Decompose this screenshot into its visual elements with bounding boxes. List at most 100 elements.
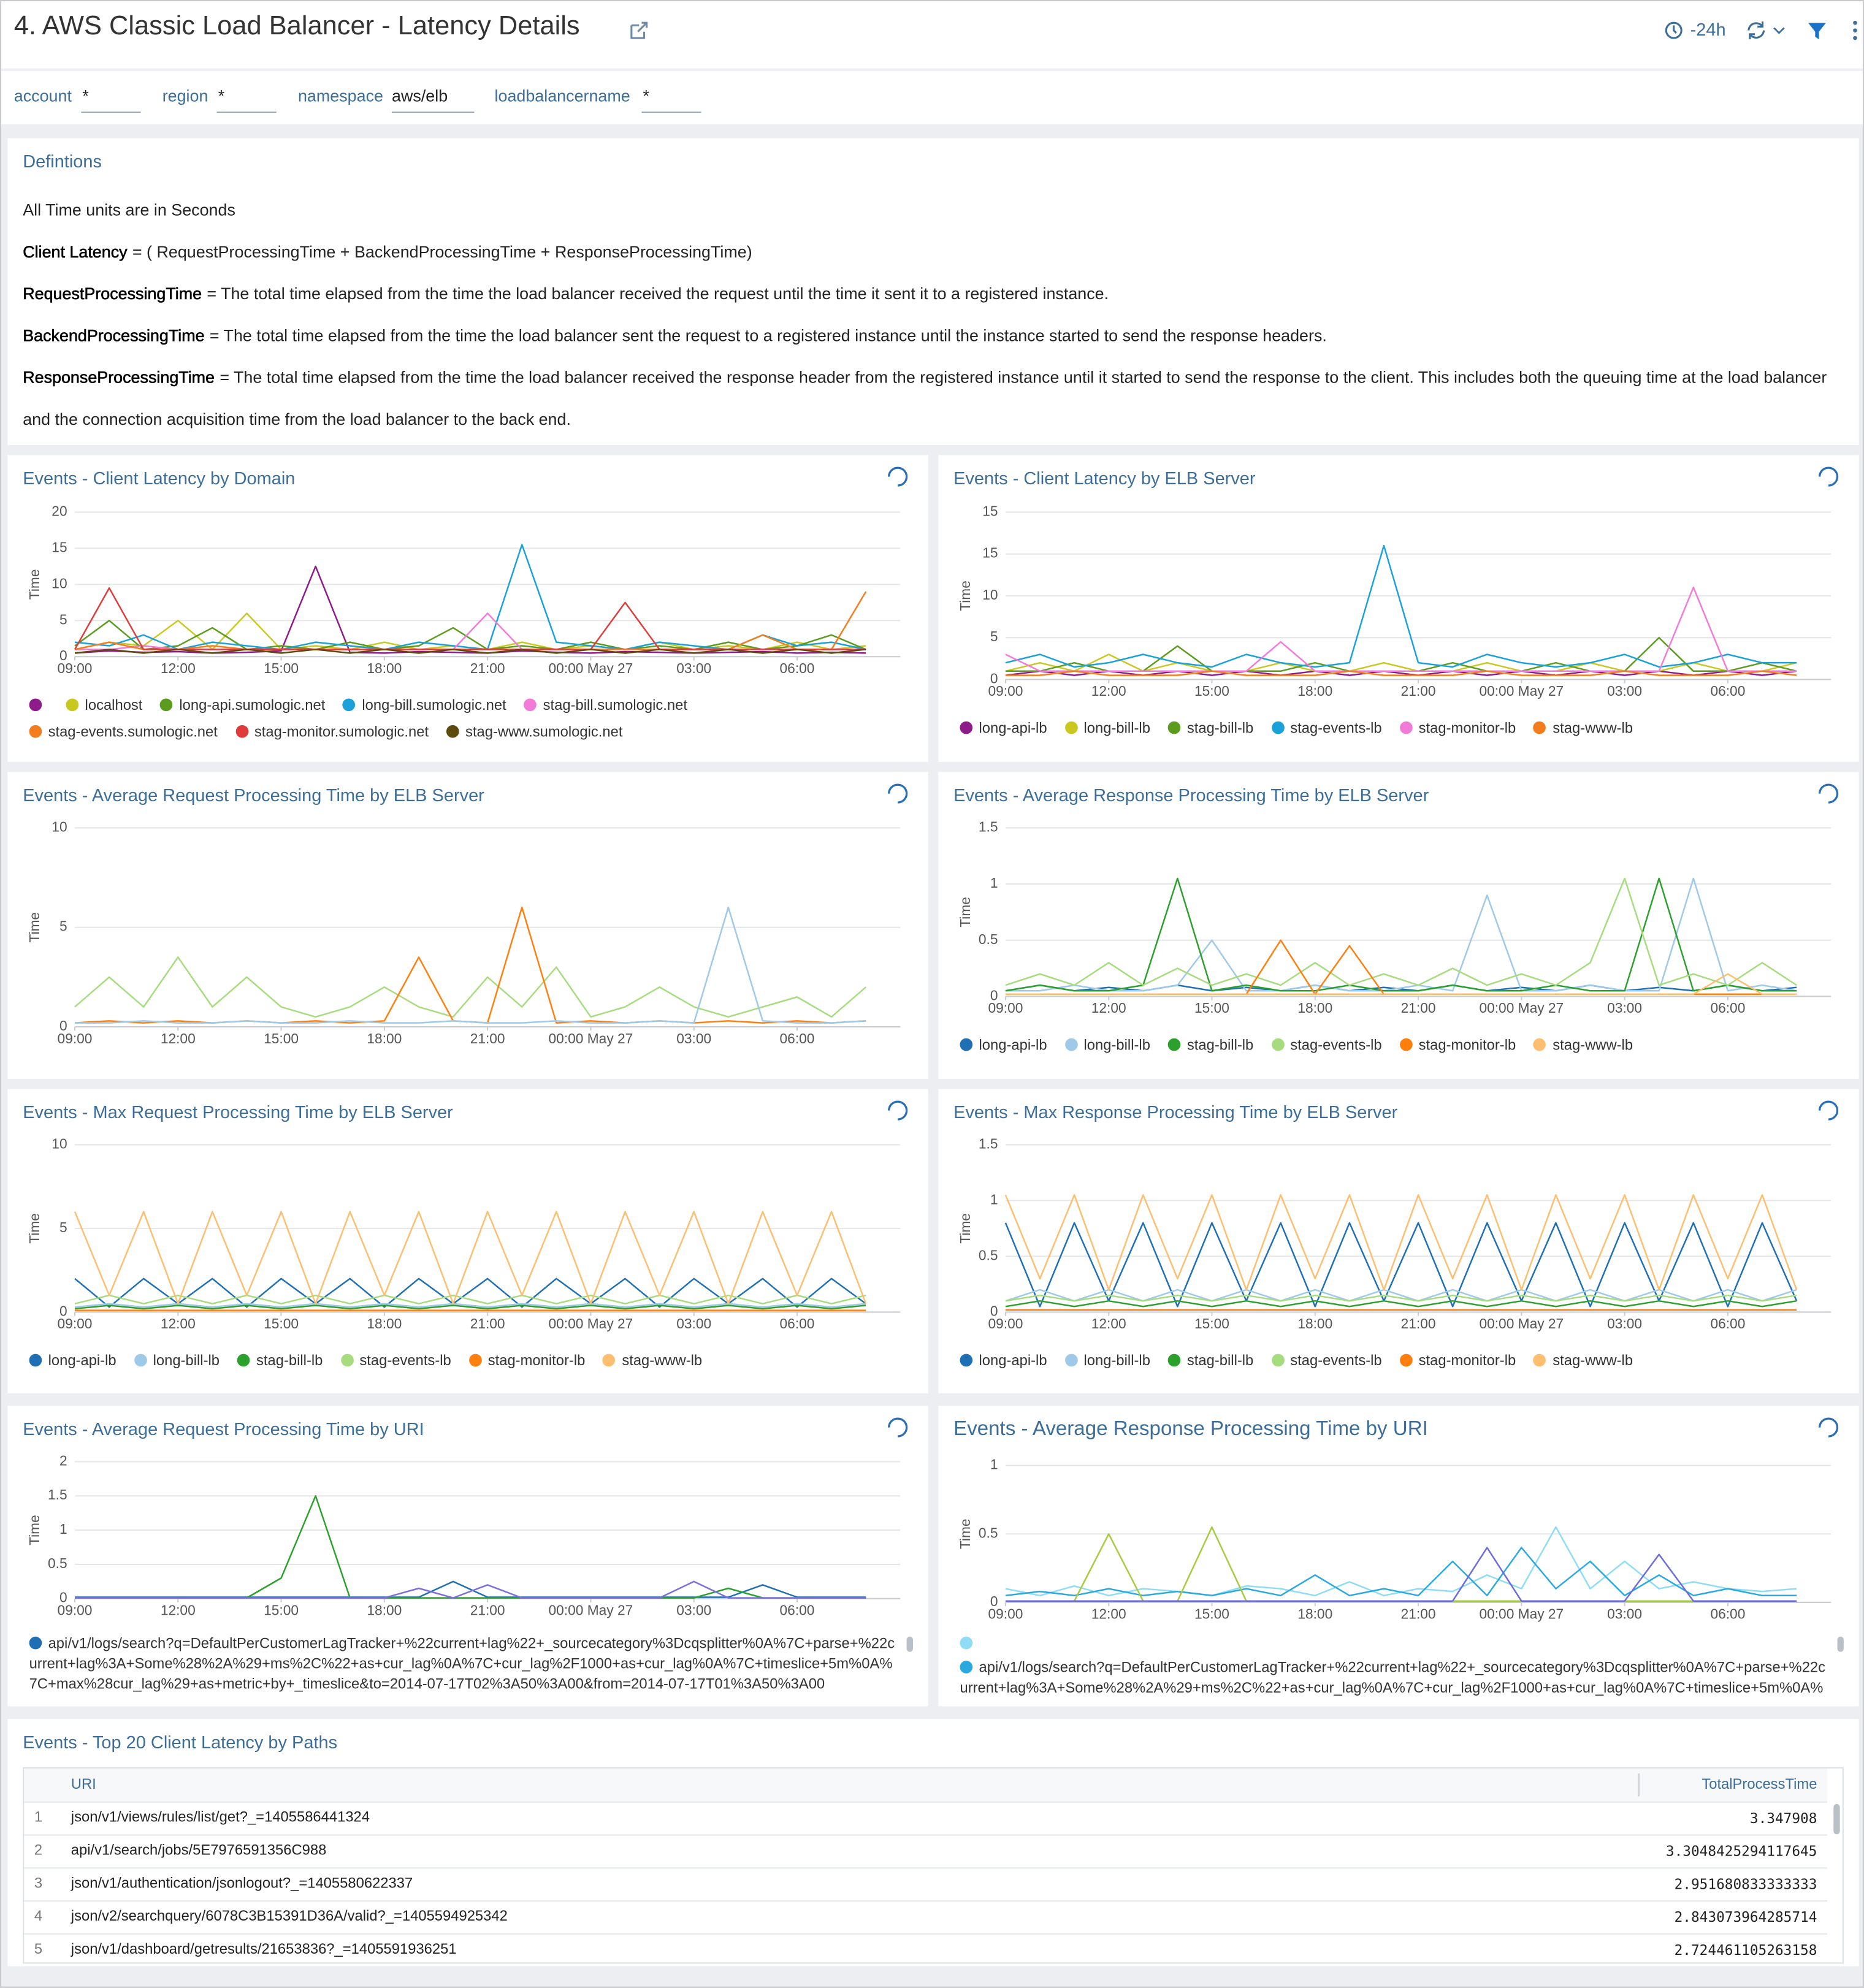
legend-item[interactable]: stag-monitor-lb: [468, 1349, 585, 1375]
legend-item[interactable]: long-api.sumologic.net: [160, 693, 325, 720]
share-icon[interactable]: [628, 19, 651, 42]
legend-label: long-api.sumologic.net: [179, 698, 326, 714]
x-tick-label: 18:00: [367, 1316, 402, 1331]
filter-button[interactable]: [1806, 19, 1828, 42]
legend-item[interactable]: stag-bill-lb: [1167, 716, 1253, 742]
y-tick-label: 1.5: [979, 1135, 998, 1151]
definition-line: All Time units are in Seconds: [23, 189, 1830, 230]
y-tick-label: 2: [59, 1452, 67, 1468]
legend-item[interactable]: stag-bill.sumologic.net: [524, 693, 687, 720]
legend-item[interactable]: long-api-lb: [960, 1349, 1047, 1375]
legend-item[interactable]: localhost: [66, 693, 142, 720]
legend-item[interactable]: api/v1/logs/search?q=DefaultPerCustomerL…: [960, 1658, 1828, 1697]
legend-item[interactable]: stag-bill-lb: [237, 1349, 323, 1375]
series-line: [1005, 1526, 1797, 1602]
x-tick-label: 15:00: [264, 1030, 299, 1046]
x-tick-label: 03:00: [1607, 1606, 1642, 1622]
panel-title: Events - Client Latency by Domain: [23, 468, 296, 489]
legend-label: long-api-lb: [979, 1354, 1047, 1369]
x-tick-label: 03:00: [676, 1030, 711, 1046]
x-tick-label: 06:00: [1710, 683, 1745, 699]
legend-swatch: [29, 1354, 42, 1367]
legend-item[interactable]: long-bill-lb: [134, 1349, 220, 1375]
x-tick-label: 09:00: [58, 1030, 93, 1046]
y-tick-label: 0.5: [48, 1555, 67, 1571]
legend-item[interactable]: [29, 693, 48, 720]
refresh-button[interactable]: [1745, 19, 1788, 42]
legend-item[interactable]: stag-events.sumologic.net: [29, 720, 218, 747]
series-line: [1005, 939, 1797, 996]
legend-item[interactable]: long-bill-lb: [1064, 716, 1150, 742]
legend-item[interactable]: [960, 1634, 1828, 1655]
legend-item[interactable]: stag-events-lb: [340, 1349, 451, 1375]
series-line: [74, 1304, 866, 1310]
panel-title: Events - Average Request Processing Time…: [23, 1419, 424, 1439]
x-tick-label: 12:00: [161, 1316, 196, 1331]
x-tick-label: 09:00: [58, 660, 93, 676]
uri-cell: api/v1/search/jobs/5E7976591356C988: [71, 1843, 327, 1859]
legend-item[interactable]: stag-www-lb: [603, 1349, 702, 1375]
legend-swatch: [1167, 1354, 1181, 1367]
legend-label: stag-www.sumologic.net: [465, 725, 623, 741]
legend-label: stag-events-lb: [1290, 1354, 1382, 1369]
x-tick-label: 12:00: [161, 1602, 196, 1618]
column-header[interactable]: TotalProcessTime: [1702, 1777, 1817, 1793]
legend-item[interactable]: long-api-lb: [960, 716, 1047, 742]
filter-value[interactable]: aws/elb: [392, 86, 475, 113]
x-tick-label: 12:00: [161, 660, 196, 676]
filter-value[interactable]: *: [81, 86, 141, 113]
row-index: 3: [34, 1876, 43, 1892]
uri-cell: json/v1/authentication/jsonlogout?_=1405…: [71, 1876, 413, 1892]
legend-label: long-api-lb: [48, 1354, 116, 1369]
filter-value[interactable]: *: [216, 86, 277, 113]
series-line: [75, 907, 866, 1024]
legend-item[interactable]: stag-events-lb: [1271, 716, 1382, 742]
legend-item[interactable]: long-api-lb: [960, 1033, 1047, 1059]
clock-icon[interactable]: [1663, 20, 1684, 40]
time-range[interactable]: -24h: [1690, 19, 1726, 40]
legend-label: long-api-lb: [979, 1038, 1047, 1054]
legend-item[interactable]: stag-bill-lb: [1167, 1349, 1253, 1375]
series-line: [1005, 877, 1797, 992]
legend-swatch: [160, 698, 174, 712]
x-tick-label: 09:00: [58, 1602, 93, 1618]
legend-item[interactable]: stag-www-lb: [1534, 1349, 1633, 1375]
legend-item[interactable]: stag-monitor-lb: [1399, 1033, 1516, 1059]
spinner: [888, 783, 908, 804]
legend-item[interactable]: long-bill-lb: [1064, 1349, 1150, 1375]
legend-item[interactable]: stag-bill-lb: [1167, 1033, 1253, 1059]
y-axis-label: Time: [957, 897, 973, 927]
legend-item[interactable]: stag-www.sumologic.net: [446, 720, 622, 747]
legend-item[interactable]: long-api-lb: [29, 1349, 116, 1375]
more-menu[interactable]: [1849, 19, 1862, 42]
legend-item[interactable]: stag-monitor.sumologic.net: [235, 720, 429, 747]
legend-item[interactable]: api/v1/logs/search?q=DefaultPerCustomerL…: [29, 1634, 898, 1695]
legend-item[interactable]: stag-events-lb: [1271, 1033, 1382, 1059]
scrollbar[interactable]: [1833, 1803, 1840, 1835]
legend-item[interactable]: stag-www-lb: [1534, 1033, 1633, 1059]
legend-item[interactable]: stag-events-lb: [1271, 1349, 1382, 1375]
time-cell: 3.3048425294117645: [1665, 1843, 1817, 1860]
legend-item[interactable]: stag-monitor-lb: [1399, 1349, 1516, 1375]
legend-label: stag-monitor-lb: [1418, 1354, 1516, 1369]
x-tick-label: 09:00: [988, 1316, 1023, 1331]
legend-item[interactable]: stag-www-lb: [1534, 716, 1633, 742]
legend-label: api/v1/logs/search?q=DefaultPerCustomerL…: [29, 1636, 895, 1693]
series-line: [1005, 544, 1797, 668]
x-tick-label: 06:00: [1710, 1316, 1745, 1331]
x-tick-label: 21:00: [1401, 683, 1436, 699]
filter-value[interactable]: *: [641, 86, 701, 113]
legend-item[interactable]: long-bill.sumologic.net: [343, 693, 506, 720]
panel-title: Defintions: [23, 151, 102, 172]
legend-item[interactable]: long-bill-lb: [1064, 1033, 1150, 1059]
legend-label: stag-events.sumologic.net: [48, 725, 218, 741]
legend-swatch: [1064, 721, 1078, 734]
column-header[interactable]: URI: [71, 1777, 96, 1793]
uri-cell: json/v1/views/rules/list/get?_=140558644…: [71, 1810, 370, 1826]
uri-cell: json/v1/dashboard/getresults/21653836?_=…: [71, 1942, 457, 1957]
series-line: [74, 649, 866, 654]
panel-title: Events - Max Request Processing Time by …: [23, 1102, 453, 1122]
legend-item[interactable]: stag-monitor-lb: [1399, 716, 1516, 742]
x-tick-label: 12:00: [161, 1030, 196, 1046]
series-line: [1005, 1289, 1797, 1302]
